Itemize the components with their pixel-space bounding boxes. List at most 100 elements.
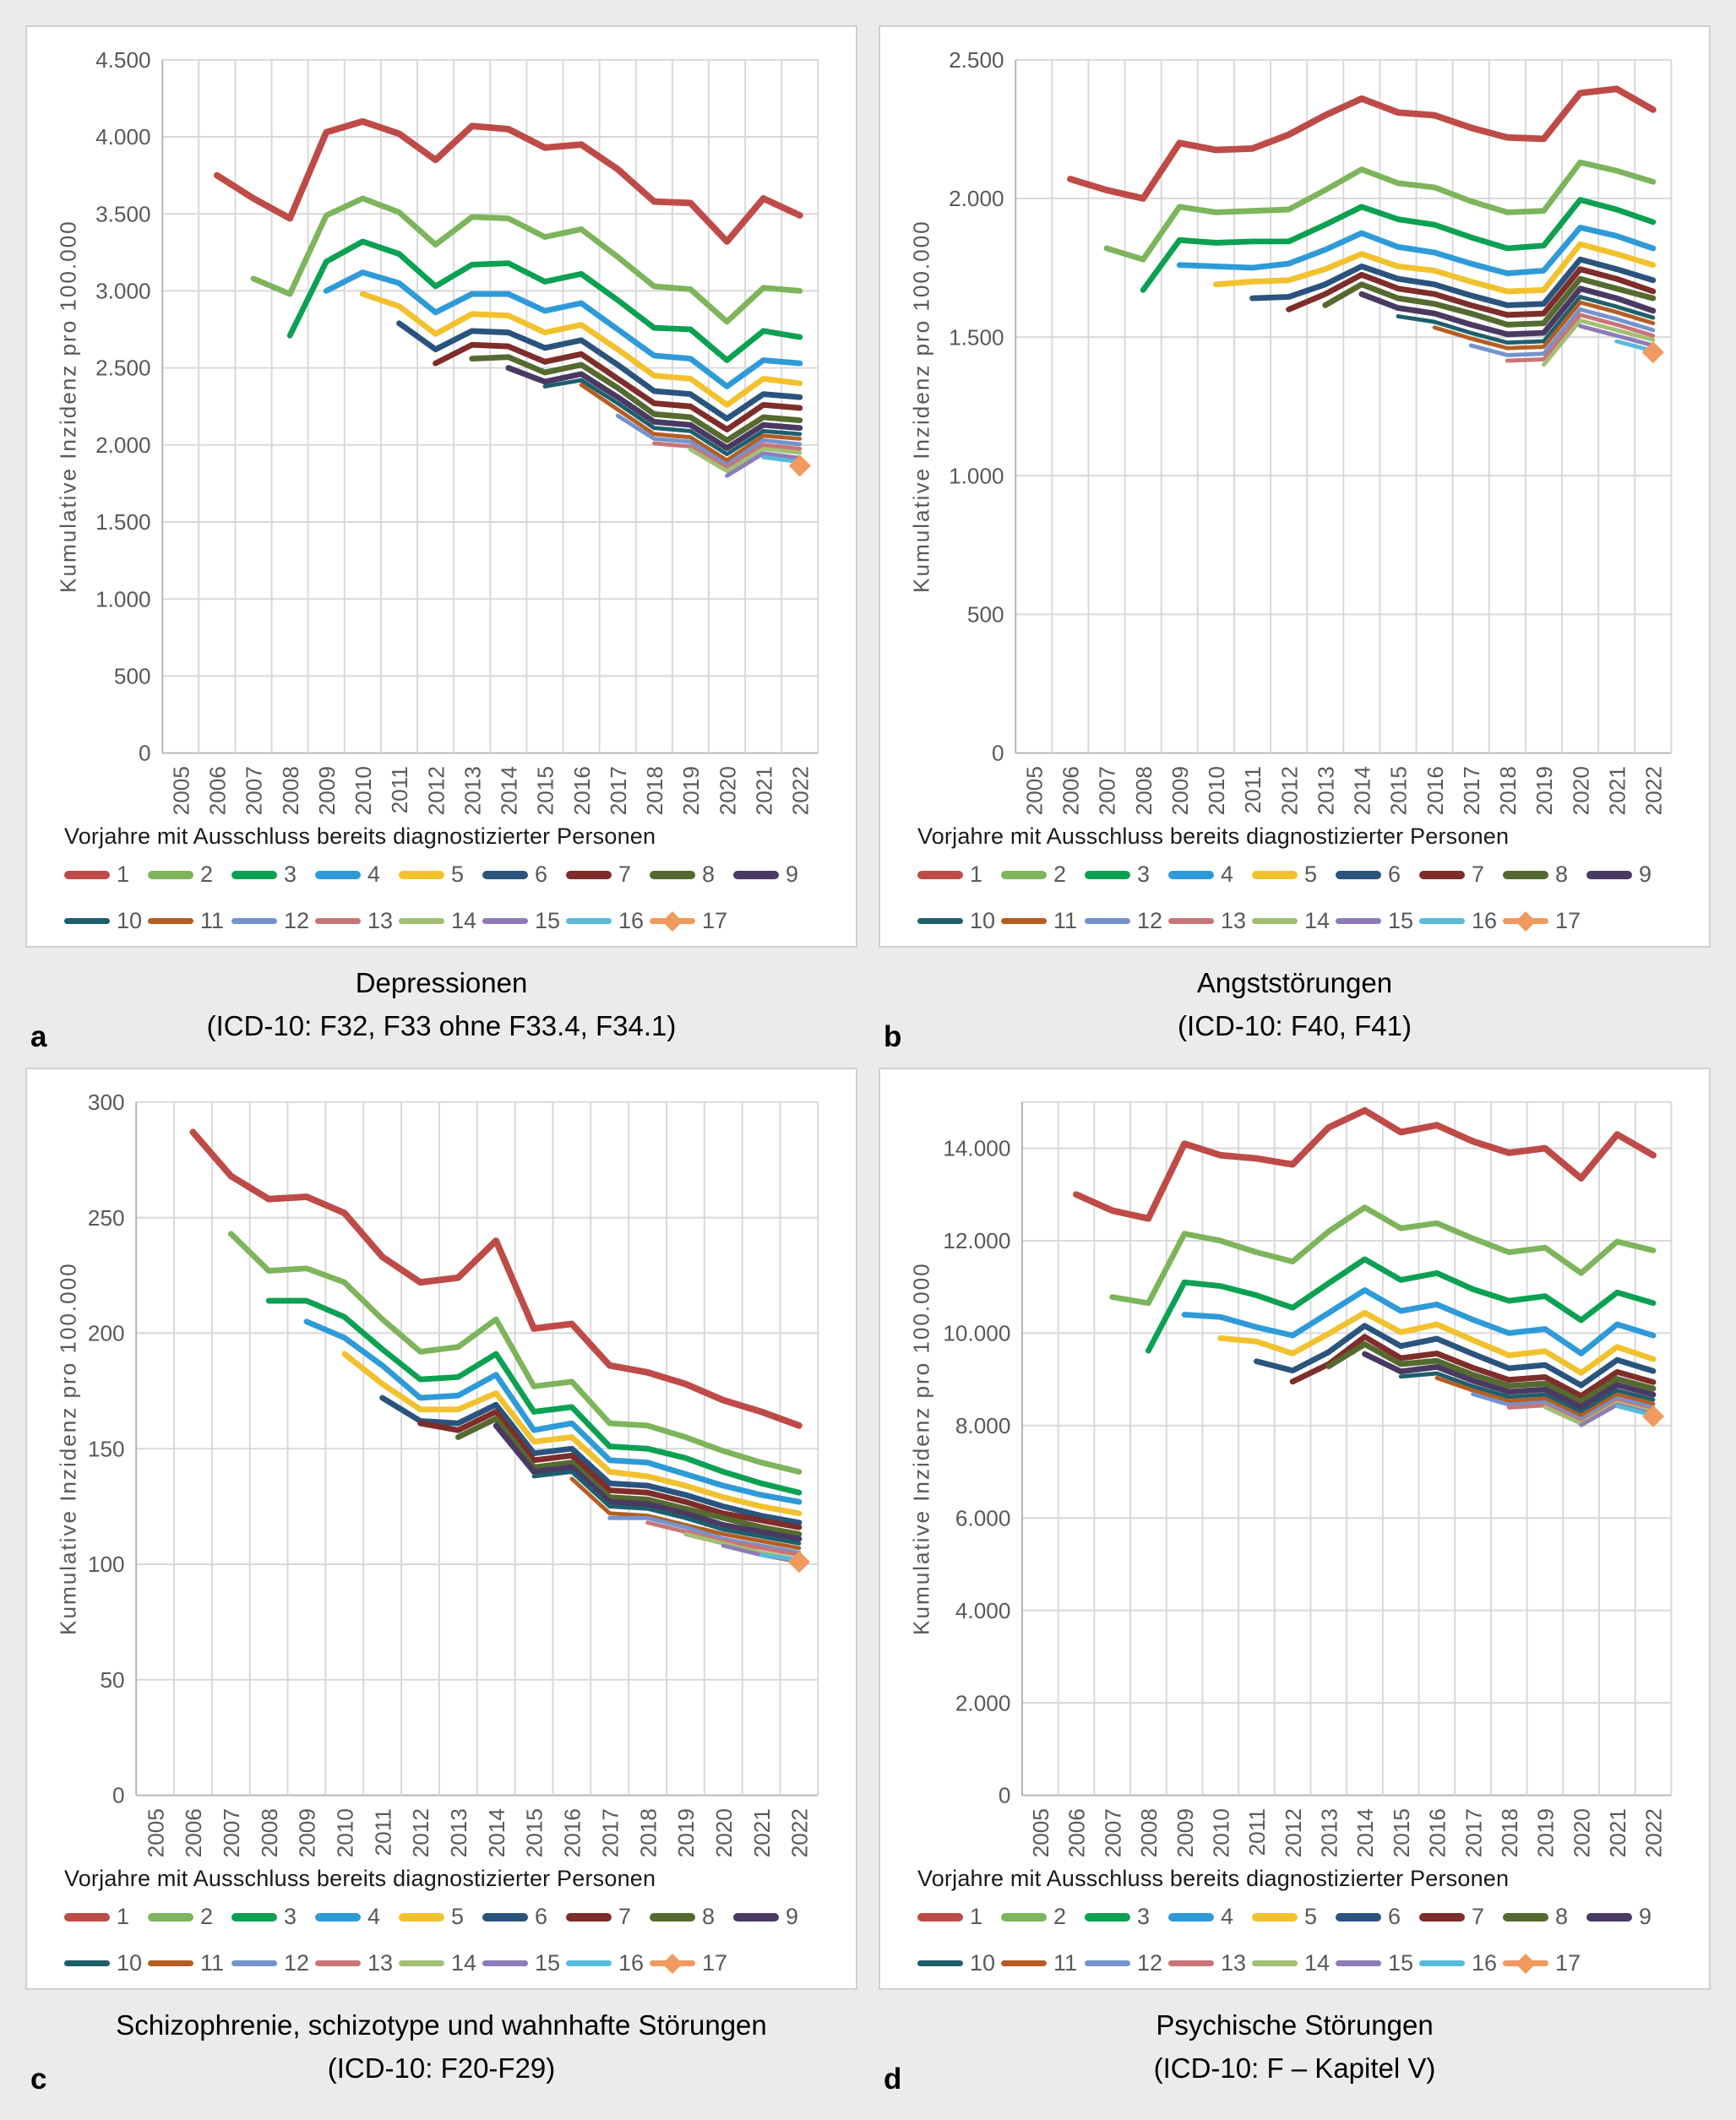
legend-item-label: 16 xyxy=(618,908,645,933)
x-tick-label: 2005 xyxy=(143,1808,168,1857)
legend-item-2: 2 xyxy=(148,862,231,888)
legend-item-5: 5 xyxy=(399,1904,482,1930)
legend-item-4: 4 xyxy=(315,862,399,888)
series-line-3 xyxy=(1145,1256,1657,1354)
legend-line-marker-8-icon xyxy=(1503,1912,1548,1922)
chart-a-title: Depressionen xyxy=(355,967,528,998)
legend-item-10: 10 xyxy=(64,908,148,934)
legend-line-marker-17-icon xyxy=(1503,1953,1548,1974)
legend-item-label: 17 xyxy=(1555,908,1581,933)
series-line-14 xyxy=(1541,318,1656,367)
x-tick-label: 2009 xyxy=(1167,766,1193,815)
legend-item-label: 9 xyxy=(786,1904,799,1929)
y-tick-label: 10.000 xyxy=(943,1321,1010,1346)
legend-item-label: 1 xyxy=(117,862,130,887)
legend-line-marker-3-icon xyxy=(1085,1912,1130,1922)
x-tick-label: 2006 xyxy=(181,1808,206,1857)
legend-line-marker-13-icon xyxy=(1168,918,1214,924)
legend-line-marker-2-icon xyxy=(148,1912,193,1922)
x-tick-label: 2014 xyxy=(484,1808,509,1857)
chart-d-caption-wrap: d Psychische Störungen (ICD-10: F – Kapi… xyxy=(879,1990,1711,2098)
x-tick-label: 2005 xyxy=(168,766,193,815)
series-line-4 xyxy=(1176,225,1657,277)
x-tick-label: 2011 xyxy=(370,1808,395,1856)
legend-line-marker-7-icon xyxy=(1419,1912,1465,1922)
x-tick-label: 2007 xyxy=(1095,766,1120,815)
series-line-4 xyxy=(1181,1287,1657,1356)
legend-item-14: 14 xyxy=(399,908,482,934)
legend-line-marker-13-icon xyxy=(1168,1960,1214,1966)
panel-letter-a: a xyxy=(30,1020,47,1053)
legend-item-label: 12 xyxy=(284,1950,310,1976)
legend-line-marker-6-icon xyxy=(482,1912,528,1922)
legend-item-4: 4 xyxy=(1168,862,1252,888)
legend-item-label: 6 xyxy=(1388,1904,1401,1929)
y-tick-label: 4.500 xyxy=(95,47,151,73)
x-tick-label: 2020 xyxy=(711,1808,737,1857)
legend-item-12: 12 xyxy=(1085,908,1168,934)
legend-item-label: 8 xyxy=(702,862,716,887)
series-line-8 xyxy=(1322,275,1657,328)
series-line-5 xyxy=(1212,241,1657,295)
series-line-2 xyxy=(227,1231,803,1475)
chart-d-plot: 14.00012.00010.0008.0006.0004.0002.00002… xyxy=(908,1101,1673,1857)
legend-line-marker-2-icon xyxy=(1001,1912,1047,1922)
legend-item-label: 3 xyxy=(1137,862,1151,887)
series-line-1 xyxy=(1073,1106,1657,1222)
y-tick-label: 1.500 xyxy=(95,509,151,535)
legend-item-7: 7 xyxy=(566,1904,650,1930)
series-line-4 xyxy=(323,269,803,389)
series-line-6 xyxy=(1254,1323,1657,1389)
legend-item-6: 6 xyxy=(482,862,566,888)
chart-c-subtitle: (ICD-10: F20-F29) xyxy=(327,2052,556,2085)
legend-item-15: 15 xyxy=(1336,908,1419,934)
x-tick-label: 2021 xyxy=(1604,766,1630,815)
legend-item-label: 8 xyxy=(1555,862,1569,887)
series-line-2 xyxy=(1109,1204,1657,1307)
legend-item-13: 13 xyxy=(1168,1950,1252,1976)
x-tick-label: 2014 xyxy=(1350,766,1375,815)
x-tick-label: 2022 xyxy=(787,1808,813,1857)
legend-item-10: 10 xyxy=(917,1950,1001,1976)
y-tick-label: 2.000 xyxy=(95,432,151,458)
x-tick-label: 2009 xyxy=(1173,1808,1198,1857)
legend-item-8: 8 xyxy=(1503,862,1586,888)
chart-a-legend: Vorjahre mit Ausschluss bereits diagnost… xyxy=(27,824,856,946)
series-line-11 xyxy=(1434,1376,1656,1418)
legend-item-label: 13 xyxy=(1221,908,1247,933)
legend-line-marker-5-icon xyxy=(1252,870,1298,879)
legend-item-16: 16 xyxy=(1419,908,1503,934)
legend-item-5: 5 xyxy=(1252,1904,1336,1930)
legend-item-8: 8 xyxy=(650,1904,733,1930)
legend-item-label: 11 xyxy=(1053,908,1078,933)
x-tick-label: 2008 xyxy=(257,1808,282,1857)
series-line-12 xyxy=(1468,307,1656,357)
series-line-4 xyxy=(303,1318,803,1505)
legend-item-label: 1 xyxy=(970,862,983,887)
x-tick-label: 2019 xyxy=(678,766,704,815)
y-tick-label: 14.000 xyxy=(943,1136,1010,1161)
x-tick-label: 2017 xyxy=(606,766,631,815)
x-tick-label: 2022 xyxy=(1641,766,1666,815)
x-tick-label: 2018 xyxy=(635,1808,661,1857)
legend-item-label: 1 xyxy=(117,1904,130,1929)
x-tick-label: 2021 xyxy=(751,766,776,815)
series-line-7 xyxy=(1286,266,1657,318)
legend-item-label: 7 xyxy=(1472,862,1485,887)
legend-item-label: 11 xyxy=(1053,1950,1078,1976)
legend-item-label: 5 xyxy=(1304,862,1318,887)
legend-item-label: 15 xyxy=(535,908,561,933)
x-tick-label: 2016 xyxy=(1423,766,1448,815)
series-line-11 xyxy=(579,383,803,463)
legend-item-1: 1 xyxy=(64,1904,148,1930)
legend-item-label: 12 xyxy=(1137,1950,1163,1976)
legend-line-marker-5-icon xyxy=(1252,1912,1298,1922)
legend-item-label: 5 xyxy=(451,1904,465,1929)
chart-b-caption-wrap: b Angststörungen (ICD-10: F40, F41) xyxy=(879,948,1711,1056)
legend-item-1: 1 xyxy=(917,1904,1001,1930)
series-line-2 xyxy=(1103,159,1657,263)
x-tick-label: 2007 xyxy=(219,1808,244,1857)
y-tick-label: 2.500 xyxy=(949,47,1004,73)
y-tick-label: 0 xyxy=(112,1783,125,1808)
x-tick-label: 2012 xyxy=(1276,766,1302,815)
